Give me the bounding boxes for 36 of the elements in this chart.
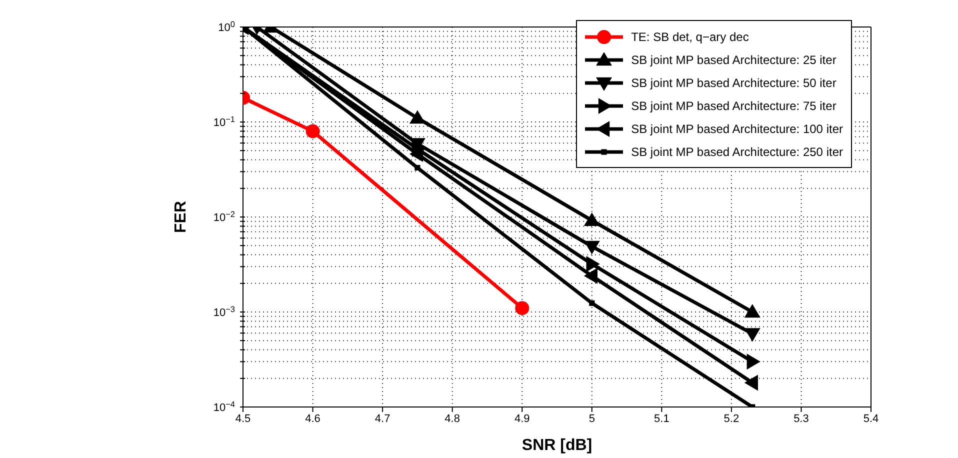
legend-label: SB joint MP based Architecture: 250 iter bbox=[631, 144, 843, 158]
y-tick-label: 10$^{−2}$ bbox=[213, 210, 236, 224]
point bbox=[744, 304, 760, 318]
y-axis-title: FER bbox=[172, 200, 190, 233]
y-tick-label: 10$^{−3}$ bbox=[213, 304, 236, 319]
x-tick-label: 4.5 bbox=[235, 412, 251, 425]
x-tick-label: 5.1 bbox=[654, 412, 670, 425]
point bbox=[306, 124, 320, 138]
y-tick-label: 10$^{0}$ bbox=[218, 20, 236, 34]
legend-label: SB joint MP based Architecture: 100 iter bbox=[631, 122, 843, 136]
x-tick-label: 4.9 bbox=[514, 412, 530, 425]
point bbox=[746, 354, 760, 370]
point bbox=[744, 374, 758, 391]
legend-label: SB joint MP based Architecture: 75 iter bbox=[631, 98, 836, 112]
legend-label: TE: SB det, q−ary dec bbox=[631, 30, 749, 44]
x-tick-label: 5.3 bbox=[794, 412, 809, 425]
x-axis-title: SNR [dB] bbox=[522, 437, 592, 454]
point bbox=[744, 328, 760, 342]
y-tick-label: 10$^{−1}$ bbox=[213, 114, 236, 129]
point bbox=[586, 256, 600, 272]
x-tick-label: 5.4 bbox=[863, 412, 879, 425]
x-tick-label: 4.7 bbox=[374, 412, 390, 425]
point bbox=[409, 110, 426, 124]
x-tick-label: 4.8 bbox=[444, 412, 460, 425]
point bbox=[584, 268, 598, 284]
point bbox=[515, 301, 530, 316]
point bbox=[414, 164, 420, 171]
point bbox=[584, 212, 600, 226]
x-tick-label: 5.2 bbox=[724, 412, 740, 425]
y-tick-label: 10$^{−4}$ bbox=[213, 400, 236, 414]
legend-label: SB joint MP based Architecture: 25 iter bbox=[631, 52, 836, 66]
x-tick-label: 4.6 bbox=[305, 412, 320, 425]
legend-label: SB joint MP based Architecture: 50 iter bbox=[631, 76, 836, 90]
x-tick-label: 5 bbox=[588, 412, 595, 425]
point bbox=[589, 300, 595, 306]
point bbox=[584, 240, 600, 254]
